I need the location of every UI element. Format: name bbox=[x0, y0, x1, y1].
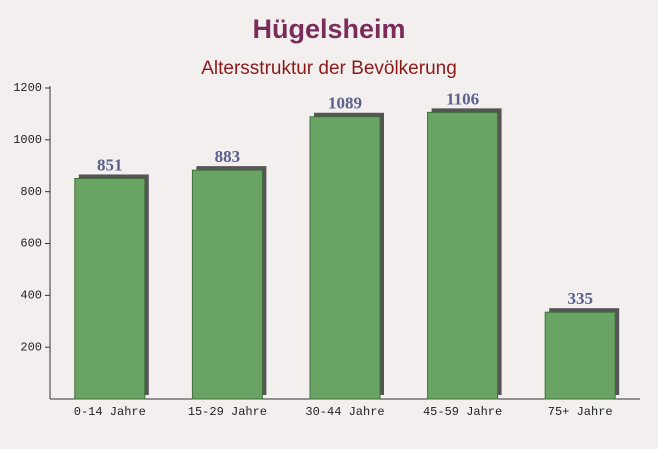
value-label: 883 bbox=[215, 147, 241, 166]
y-tick-label: 200 bbox=[20, 340, 42, 354]
y-tick-label: 1000 bbox=[13, 133, 42, 147]
x-tick-label: 0-14 Jahre bbox=[74, 405, 146, 419]
x-tick-label: 75+ Jahre bbox=[548, 405, 613, 419]
bar bbox=[191, 169, 263, 400]
value-label: 1089 bbox=[328, 94, 362, 113]
y-tick-label: 800 bbox=[20, 185, 42, 199]
x-tick-label: 30-44 Jahre bbox=[305, 405, 384, 419]
y-tick-label: 1200 bbox=[13, 81, 42, 95]
y-tick-label: 400 bbox=[20, 289, 42, 303]
bar bbox=[544, 311, 616, 400]
y-tick-label: 600 bbox=[20, 237, 42, 251]
bar bbox=[74, 177, 146, 400]
x-tick-label: 15-29 Jahre bbox=[188, 405, 267, 419]
value-label: 1106 bbox=[446, 89, 479, 108]
chart-title: Hügelsheim bbox=[252, 14, 405, 44]
chart-subtitle: Altersstruktur der Bevölkerung bbox=[201, 58, 457, 79]
x-tick-label: 45-59 Jahre bbox=[423, 405, 502, 419]
bar bbox=[427, 111, 499, 400]
value-label: 335 bbox=[567, 289, 593, 308]
value-label: 851 bbox=[97, 155, 123, 174]
bar bbox=[309, 116, 381, 400]
